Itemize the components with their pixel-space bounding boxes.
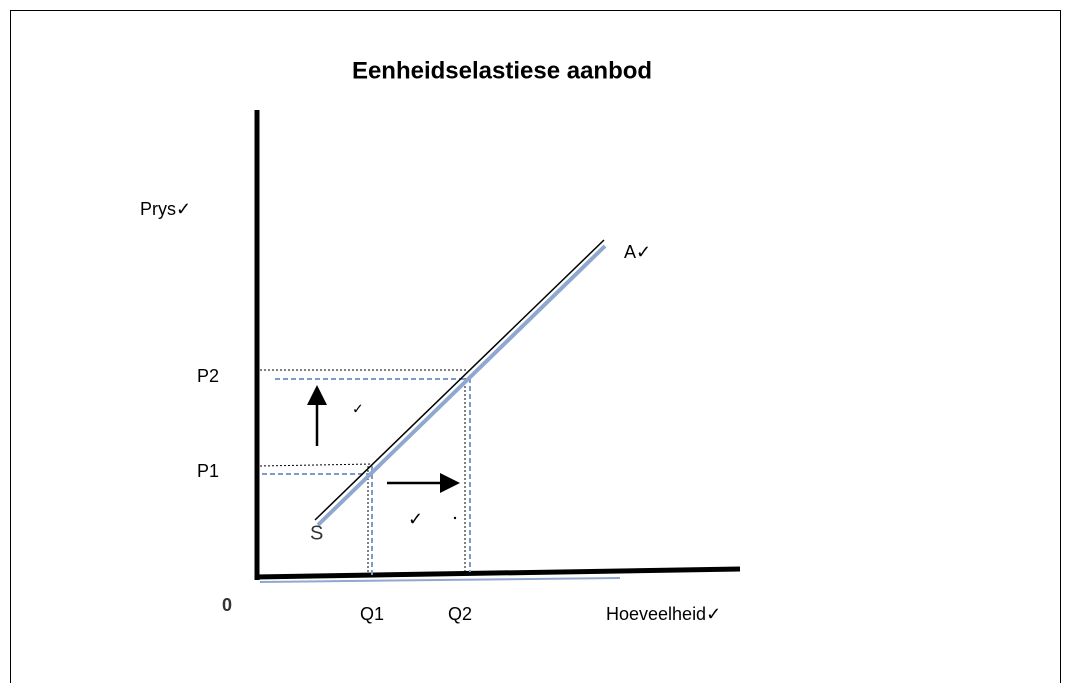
quantity-label: Q1 [360,604,384,624]
price-label: P1 [197,461,219,481]
y-axis-label: Prys✓ [140,199,191,219]
check-mark: ✓ [408,509,423,529]
supply-shadow [316,244,607,527]
x-axis-label: Hoeveelheid✓ [606,604,721,624]
supply-curve [314,239,605,521]
origin-label: 0 [222,595,232,615]
check-mark: ✓ [352,401,364,417]
axis-shadow [259,577,621,583]
price-label: P2 [197,366,219,386]
frame [10,10,1061,688]
dot [453,516,457,520]
curve-end-label: A✓ [624,242,651,262]
p1-guide [259,463,373,467]
quantity-label: Q2 [448,604,472,624]
x-axis [254,566,741,580]
curve-start-label: S [310,522,323,544]
title: Eenheidselastiese aanbod [352,57,652,84]
guides [259,369,471,575]
